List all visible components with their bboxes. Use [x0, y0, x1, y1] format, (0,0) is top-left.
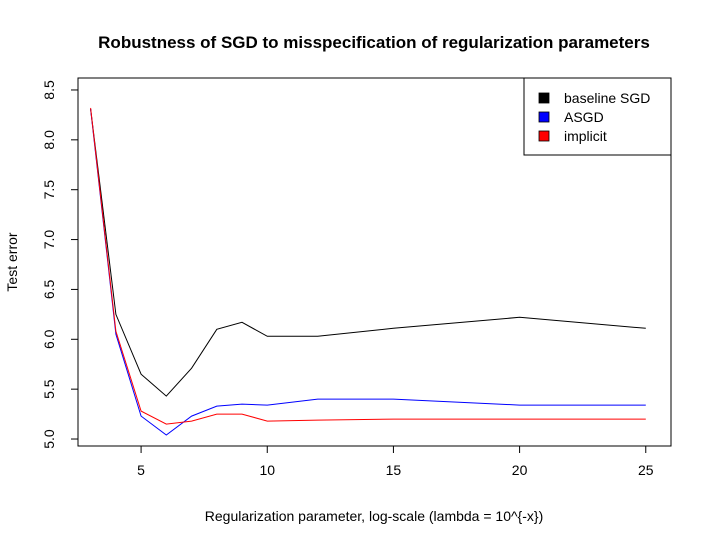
x-tick-label: 25 [638, 462, 654, 478]
y-tick-label: 8.5 [41, 80, 57, 100]
legend-label: baseline SGD [564, 90, 650, 106]
series-line-asgd [90, 108, 646, 436]
y-tick-label: 8.0 [41, 130, 57, 150]
series-layer [90, 107, 646, 436]
y-tick-label: 6.5 [41, 279, 57, 299]
x-axis-label: Regularization parameter, log-scale (lam… [205, 508, 543, 524]
x-tick-label: 10 [259, 462, 275, 478]
y-tick-label: 7.0 [41, 230, 57, 250]
y-tick-label: 5.0 [41, 429, 57, 449]
legend-swatch [538, 111, 550, 123]
y-tick-label: 7.5 [41, 180, 57, 200]
series-line-baseline-sgd [90, 108, 646, 397]
x-tick-label: 15 [386, 462, 402, 478]
legend-swatch [538, 130, 550, 142]
y-axis: 5.0 5.5 6.0 6.5 7.0 7.5 8.0 8.5 [41, 80, 79, 449]
legend-label: implicit [564, 128, 607, 144]
legend: baseline SGD ASGD implicit [523, 77, 672, 156]
legend-label: ASGD [564, 109, 604, 125]
y-tick-label: 6.0 [41, 329, 57, 349]
y-tick-label: 5.5 [41, 379, 57, 399]
y-axis-label: Test error [4, 232, 20, 291]
legend-swatch [538, 92, 550, 104]
x-tick-label: 5 [137, 462, 145, 478]
x-tick-label: 20 [512, 462, 528, 478]
series-line-implicit [90, 107, 646, 425]
x-axis: 5 10 15 20 25 [137, 445, 654, 478]
chart-title: Robustness of SGD to misspecification of… [98, 33, 650, 52]
